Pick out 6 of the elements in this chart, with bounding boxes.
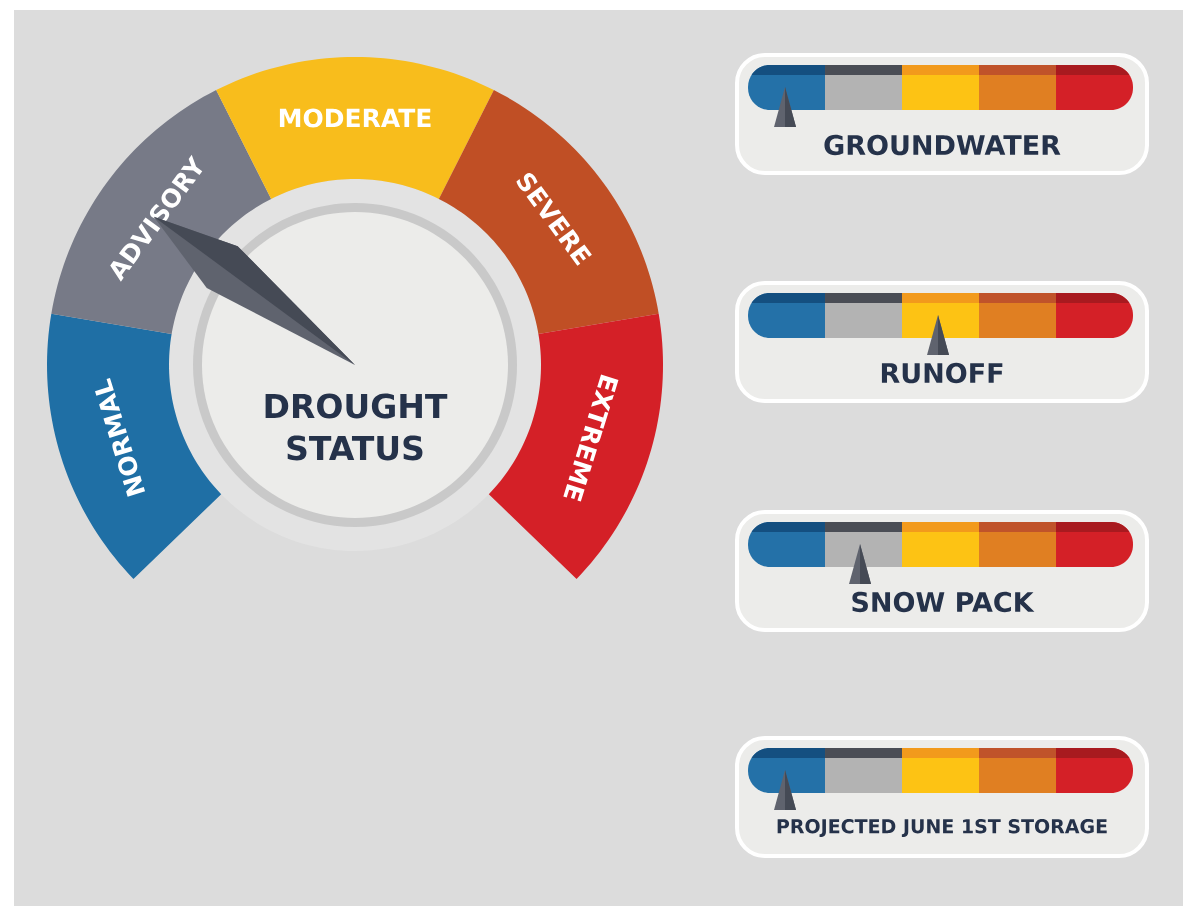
slice-label: MODERATE <box>279 108 431 128</box>
text: RUNOFF <box>881 362 1003 384</box>
text: PROJECTED JUNE 1ST STORAGE <box>777 819 1107 837</box>
text: GROUNDWATER <box>824 134 1061 156</box>
text: SNOW PACK <box>852 591 1035 613</box>
text: DROUGHT STATUS <box>265 393 448 461</box>
